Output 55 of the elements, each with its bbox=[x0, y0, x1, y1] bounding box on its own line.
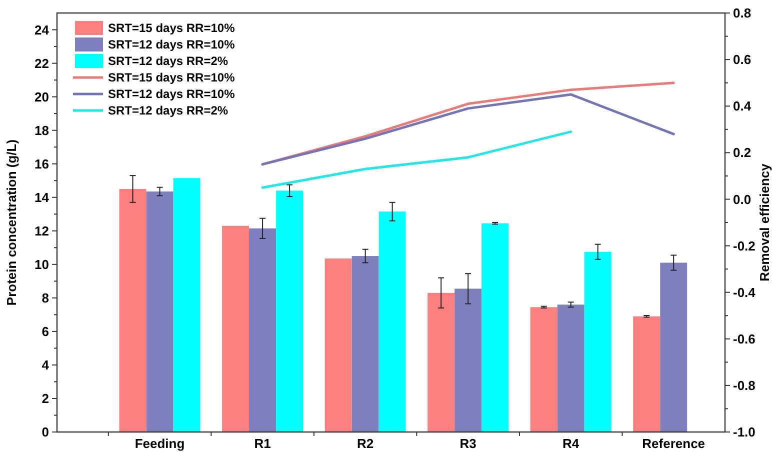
x-tick-label: R3 bbox=[460, 436, 476, 451]
y-tick-label: 14 bbox=[34, 190, 50, 205]
x-tick-label: R4 bbox=[562, 436, 580, 451]
y-tick-label: 16 bbox=[34, 156, 49, 172]
bar bbox=[276, 190, 304, 432]
bar bbox=[173, 178, 200, 432]
legend-label: SRT=12 days RR=10% bbox=[108, 87, 236, 102]
y2-axis-title: Removal efficiency bbox=[757, 162, 772, 282]
x-tick-label: Feeding bbox=[134, 436, 185, 451]
bar bbox=[633, 316, 660, 432]
y-tick-label: 24 bbox=[34, 22, 50, 38]
bar bbox=[146, 191, 174, 432]
bar bbox=[454, 288, 482, 432]
line-series bbox=[261, 130, 572, 189]
bar bbox=[324, 258, 352, 432]
x-tick-label: R1 bbox=[254, 436, 271, 451]
legend-label: SRT=12 days RR=10% bbox=[108, 38, 236, 52]
x-tick-label: R2 bbox=[356, 436, 374, 451]
y2-tick-label: 0.0 bbox=[733, 192, 752, 207]
y2-tick-label: -1.0 bbox=[733, 424, 756, 440]
bar bbox=[530, 307, 558, 432]
y-tick-label: 0 bbox=[42, 424, 49, 440]
y2-tick-label: -0.4 bbox=[733, 284, 756, 300]
y-tick-label: 6 bbox=[42, 324, 49, 339]
bar bbox=[249, 228, 276, 432]
legend-label: SRT=12 days RR=2% bbox=[108, 104, 228, 118]
bar bbox=[660, 262, 688, 432]
bar bbox=[584, 252, 612, 432]
y-tick-label: 20 bbox=[34, 89, 49, 104]
y2-tick-label: 0.4 bbox=[733, 98, 752, 114]
bar bbox=[482, 223, 509, 432]
y-tick-label: 2 bbox=[42, 391, 49, 406]
bar bbox=[557, 304, 584, 432]
y2-tick-label: -0.2 bbox=[733, 238, 756, 254]
y-tick-label: 10 bbox=[34, 256, 49, 272]
y2-tick-label: 0.6 bbox=[733, 52, 752, 68]
legend-label: SRT=12 days RR=2% bbox=[108, 54, 228, 68]
bar bbox=[352, 256, 379, 432]
y2-tick-label: 0.2 bbox=[733, 145, 752, 160]
y-tick-label: 18 bbox=[34, 122, 49, 138]
legend-label: SRT=15 days RR=10% bbox=[108, 70, 236, 85]
y2-tick-label: 0.8 bbox=[733, 6, 752, 21]
bar bbox=[119, 188, 146, 432]
bar bbox=[378, 212, 406, 432]
y-tick-label: 12 bbox=[34, 223, 49, 238]
x-tick-label: Reference bbox=[642, 436, 706, 451]
y2-tick-label: -0.8 bbox=[733, 378, 756, 393]
y-tick-label: 4 bbox=[42, 358, 50, 373]
bar bbox=[428, 292, 455, 432]
y-tick-label: 8 bbox=[42, 290, 49, 306]
y-axis-title: Protein concentration (g/L) bbox=[4, 139, 19, 306]
y-tick-label: 22 bbox=[34, 56, 49, 71]
y2-tick-label: -0.6 bbox=[733, 331, 756, 346]
legend-label: SRT=15 days RR=10% bbox=[108, 21, 236, 36]
bar bbox=[222, 226, 250, 432]
